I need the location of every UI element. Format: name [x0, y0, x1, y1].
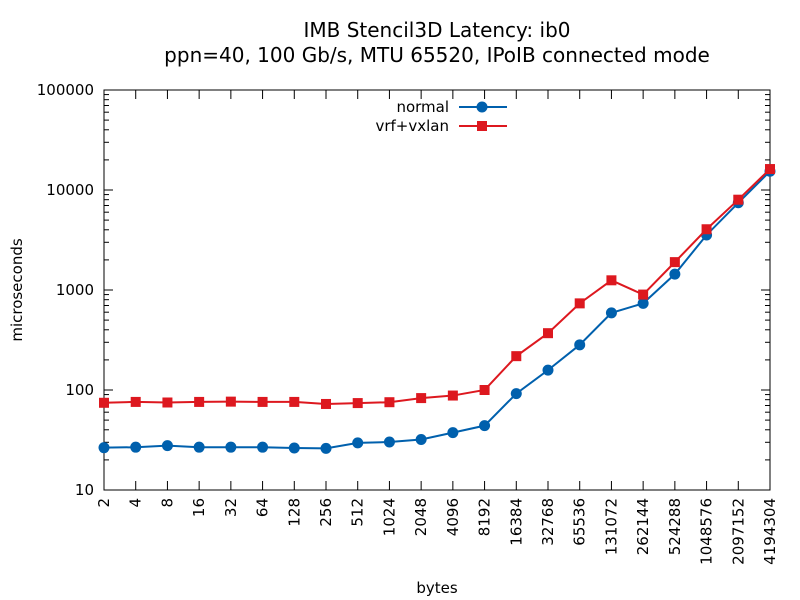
data-point-vrf-vxlan — [733, 194, 744, 205]
data-point-vrf-vxlan — [447, 390, 458, 401]
x-tick-label: 128 — [285, 498, 303, 527]
legend-marker-normal — [476, 101, 488, 113]
x-tick-label: 4096 — [444, 498, 462, 536]
x-tick-label: 524288 — [666, 498, 684, 555]
y-tick-label: 10 — [75, 481, 94, 499]
x-tick-label: 2048 — [412, 498, 430, 536]
x-tick-label: 256 — [317, 498, 335, 527]
x-tick-label: 16 — [190, 498, 208, 517]
data-point-normal — [447, 427, 459, 439]
data-point-normal — [574, 339, 586, 351]
x-tick-label: 1024 — [380, 498, 398, 536]
data-point-normal — [161, 440, 173, 452]
x-tick-label: 131072 — [602, 498, 620, 555]
data-point-normal — [637, 297, 649, 309]
data-point-vrf-vxlan — [479, 385, 490, 395]
legend-label-normal: normal — [396, 98, 449, 116]
data-point-vrf-vxlan — [606, 275, 617, 286]
y-axis: 10 100 1000 10000 100000 — [37, 81, 770, 499]
data-point-normal — [605, 307, 617, 319]
data-point-normal — [257, 441, 269, 453]
y-tick-label: 100 — [65, 381, 94, 399]
data-point-vrf-vxlan — [289, 396, 300, 407]
data-point-vrf-vxlan — [384, 397, 395, 408]
data-point-vrf-vxlan — [765, 164, 775, 175]
data-point-vrf-vxlan — [130, 396, 141, 407]
series-line-vrf-vxlan — [103, 168, 771, 405]
x-tick-label: 32 — [222, 498, 240, 517]
y-tick-label: 10000 — [46, 181, 94, 199]
legend-marker-vrf-vxlan — [477, 121, 487, 131]
data-point-vrf-vxlan — [416, 393, 427, 404]
legend: normal vrf+vxlan — [375, 98, 507, 135]
data-point-vrf-vxlan — [321, 398, 331, 409]
x-tick-label: 1048576 — [698, 498, 716, 565]
data-point-normal — [193, 441, 205, 453]
data-point-vrf-vxlan — [162, 397, 173, 408]
legend-label-vrf-vxlan: vrf+vxlan — [375, 117, 449, 135]
data-point-vrf-vxlan — [99, 397, 109, 408]
x-tick-label: 16384 — [507, 498, 525, 546]
chart-subtitle: ppn=40, 100 Gb/s, MTU 65520, IPoIB conne… — [164, 43, 710, 67]
x-tick-label: 262144 — [634, 498, 652, 555]
x-tick-label: 8 — [158, 498, 176, 508]
data-point-vrf-vxlan — [669, 257, 680, 268]
x-tick-label: 4 — [127, 498, 145, 508]
data-point-normal — [510, 388, 522, 400]
data-point-vrf-vxlan — [511, 351, 522, 362]
data-point-normal — [542, 364, 554, 376]
x-axis-label: bytes — [416, 579, 458, 597]
plot-frame — [103, 89, 771, 491]
x-tick-label: 65536 — [571, 498, 589, 546]
data-point-vrf-vxlan — [352, 398, 363, 409]
y-tick-label: 1000 — [56, 281, 94, 299]
x-tick-label: 4194304 — [761, 498, 779, 565]
x-tick-label: 32768 — [539, 498, 557, 546]
x-tick-label: 8192 — [476, 498, 494, 536]
series-layer — [98, 164, 776, 454]
x-tick-label: 64 — [254, 498, 272, 517]
data-point-normal — [669, 268, 681, 280]
x-tick-label: 2 — [95, 498, 113, 508]
data-point-vrf-vxlan — [257, 396, 268, 407]
data-point-normal — [479, 420, 491, 432]
data-point-vrf-vxlan — [225, 396, 236, 407]
data-point-vrf-vxlan — [701, 224, 712, 235]
chart-title: IMB Stencil3D Latency: ib0 — [303, 18, 570, 42]
data-point-vrf-vxlan — [638, 289, 649, 300]
data-point-normal — [98, 442, 110, 454]
data-point-normal — [352, 437, 364, 449]
data-point-normal — [130, 441, 142, 453]
x-tick-label: 512 — [349, 498, 367, 527]
x-tick-label: 2097152 — [729, 498, 747, 565]
data-point-normal — [288, 442, 300, 454]
series-line-normal — [103, 170, 771, 450]
y-tick-label: 100000 — [37, 81, 94, 99]
data-point-vrf-vxlan — [543, 328, 553, 339]
data-point-normal — [415, 433, 427, 445]
data-point-normal — [225, 441, 237, 453]
data-point-vrf-vxlan — [574, 298, 585, 309]
data-point-vrf-vxlan — [194, 396, 205, 407]
data-point-normal — [320, 442, 332, 454]
data-point-normal — [383, 436, 395, 448]
x-axis: 2 4 8 16 32 64 128 256 512 1024 2048 4096 8192 16384 3… — [95, 90, 779, 565]
y-axis-label: microseconds — [8, 238, 26, 342]
